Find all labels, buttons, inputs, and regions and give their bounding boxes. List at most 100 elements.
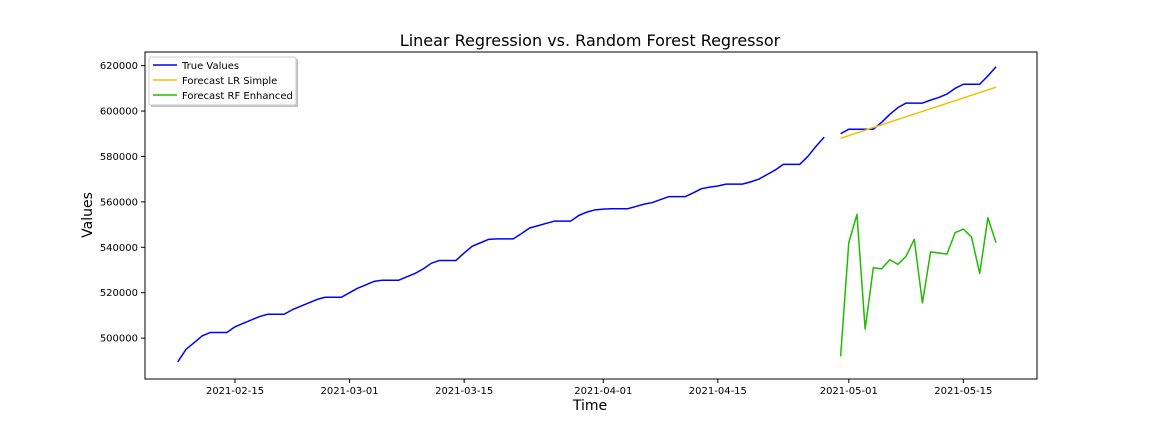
data-point-true-values-0-12: [275, 313, 277, 315]
data-point-true-values-1-18: [987, 75, 989, 77]
data-point-true-values-0-2: [193, 341, 195, 343]
series-line-true-values-0: [177, 136, 825, 363]
data-point-true-values-0-42: [520, 232, 522, 234]
data-point-forecast-rf-enhanced-3-2: [856, 213, 858, 215]
data-point-true-values-0-35: [463, 252, 465, 254]
y-tick-label-6: 620000: [100, 61, 138, 72]
data-point-true-values-0-79: [823, 136, 825, 138]
data-point-true-values-1-14: [954, 87, 956, 89]
data-point-forecast-rf-enhanced-3-4: [872, 267, 874, 269]
series-line-forecast-lr-simple-2: [840, 86, 997, 140]
data-point-forecast-rf-enhanced-3-1: [848, 242, 850, 244]
data-point-true-values-0-52: [602, 208, 604, 210]
data-point-forecast-rf-enhanced-3-3: [864, 328, 866, 330]
data-point-forecast-rf-enhanced-3-10: [921, 302, 923, 304]
data-point-true-values-0-66: [717, 185, 719, 187]
data-point-true-values-0-13: [283, 313, 285, 315]
data-point-true-values-0-15: [299, 305, 301, 307]
legend-label-forecast-rf: Forecast RF Enhanced: [182, 91, 293, 102]
data-point-true-values-0-32: [438, 259, 440, 261]
data-point-true-values-1-19: [995, 66, 997, 68]
data-point-true-values-0-17: [316, 298, 318, 300]
data-point-true-values-1-6: [889, 113, 891, 115]
data-point-true-values-1-9: [913, 102, 915, 104]
data-point-true-values-0-44: [537, 225, 539, 227]
data-point-true-values-0-9: [250, 319, 252, 321]
data-point-forecast-lr-simple-2-0: [839, 137, 841, 139]
data-point-true-values-0-64: [700, 188, 702, 190]
data-point-true-values-0-1: [185, 348, 187, 350]
data-point-true-values-0-22: [357, 287, 359, 289]
legend-label-true-values: True Values: [181, 61, 239, 72]
axis-ticks: 2021-02-15 2021-03-01 2021-03-15 2021-04-01…: [100, 61, 993, 397]
data-point-true-values-0-70: [749, 181, 751, 183]
y-tick-label-2: 540000: [100, 243, 138, 254]
chart-title: Linear Regression vs. Random Forest Regr…: [400, 31, 781, 50]
data-point-true-values-1-7: [897, 106, 899, 108]
data-point-true-values-0-3: [201, 335, 203, 337]
y-axis-label: Values: [80, 192, 96, 238]
data-point-true-values-0-48: [569, 220, 571, 222]
data-point-forecast-rf-enhanced-3-19: [995, 242, 997, 244]
data-point-forecast-rf-enhanced-3-18: [987, 217, 989, 219]
data-point-true-values-0-34: [455, 259, 457, 261]
data-point-true-values-0-72: [766, 173, 768, 175]
x-tick-label-2: 2021-03-15: [435, 386, 493, 397]
data-point-true-values-0-50: [586, 211, 588, 213]
data-point-forecast-rf-enhanced-3-5: [880, 268, 882, 270]
data-point-true-values-0-76: [798, 163, 800, 165]
data-point-true-values-0-6: [226, 331, 228, 333]
data-point-true-values-1-2: [856, 128, 858, 130]
data-point-true-values-0-54: [618, 207, 620, 209]
data-point-true-values-0-71: [758, 178, 760, 180]
data-point-true-values-0-51: [594, 209, 596, 211]
data-point-true-values-1-13: [946, 93, 948, 95]
data-point-true-values-0-57: [643, 203, 645, 205]
legend-box: [148, 56, 297, 106]
data-point-true-values-0-29: [414, 272, 416, 274]
data-point-true-values-0-16: [307, 302, 309, 304]
data-point-forecast-rf-enhanced-3-17: [979, 272, 981, 274]
data-point-true-values-0-65: [708, 186, 710, 188]
data-point-forecast-lr-simple-2-1: [995, 86, 997, 88]
x-tick-label-4: 2021-04-15: [689, 386, 747, 397]
data-point-true-values-1-16: [970, 83, 972, 85]
data-point-true-values-0-46: [553, 220, 555, 222]
data-point-true-values-0-8: [242, 322, 244, 324]
data-point-true-values-0-55: [627, 207, 629, 209]
data-point-forecast-rf-enhanced-3-6: [889, 259, 891, 261]
data-point-true-values-1-12: [938, 96, 940, 98]
data-point-true-values-0-62: [684, 195, 686, 197]
data-point-true-values-0-27: [397, 279, 399, 281]
data-point-forecast-rf-enhanced-3-9: [913, 238, 915, 240]
data-point-true-values-0-24: [373, 280, 375, 282]
data-point-true-values-0-49: [578, 214, 580, 216]
data-point-forecast-rf-enhanced-3-7: [897, 263, 899, 265]
data-point-true-values-0-18: [324, 296, 326, 298]
data-point-true-values-1-1: [848, 128, 850, 130]
y-tick-label-3: 560000: [100, 197, 138, 208]
data-point-true-values-0-69: [741, 183, 743, 185]
data-point-true-values-0-4: [209, 331, 211, 333]
x-tick-label-5: 2021-05-01: [820, 386, 878, 397]
legend: True Values Forecast LR Simple Forecast …: [148, 56, 298, 107]
x-tick-label-6: 2021-05-15: [934, 386, 992, 397]
plot-frame: [144, 51, 1038, 380]
y-tick-label-4: 580000: [100, 152, 138, 163]
data-point-true-values-0-31: [430, 262, 432, 264]
data-point-forecast-rf-enhanced-3-0: [839, 355, 841, 357]
y-tick-label-1: 520000: [100, 288, 138, 299]
data-point-true-values-0-63: [692, 192, 694, 194]
plot-area: [177, 66, 997, 363]
data-point-true-values-0-33: [447, 259, 449, 261]
data-point-true-values-0-74: [782, 163, 784, 165]
data-point-true-values-0-53: [610, 207, 612, 209]
data-point-true-values-0-7: [234, 326, 236, 328]
data-point-true-values-0-10: [258, 315, 260, 317]
data-point-true-values-1-15: [962, 83, 964, 85]
data-point-true-values-0-78: [815, 145, 817, 147]
data-point-true-values-1-8: [905, 102, 907, 104]
data-point-true-values-1-17: [979, 83, 981, 85]
data-point-true-values-0-67: [725, 183, 727, 185]
data-point-true-values-0-11: [267, 313, 269, 315]
